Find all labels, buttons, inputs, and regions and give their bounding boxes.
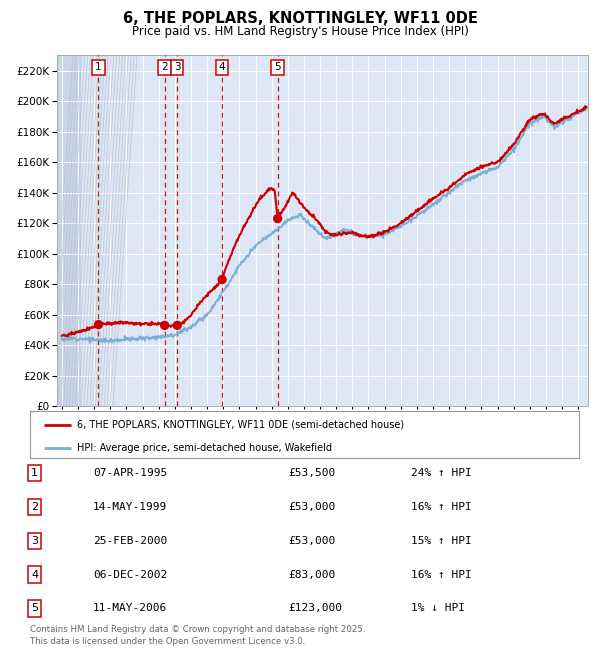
Text: 1% ↓ HPI: 1% ↓ HPI	[411, 603, 465, 614]
Point	[160, 320, 169, 331]
Text: 11-MAY-2006: 11-MAY-2006	[93, 603, 167, 614]
Text: Price paid vs. HM Land Registry's House Price Index (HPI): Price paid vs. HM Land Registry's House …	[131, 25, 469, 38]
Point	[273, 213, 283, 224]
Text: 4: 4	[31, 569, 38, 580]
Text: 2: 2	[161, 62, 168, 72]
Text: 3: 3	[31, 536, 38, 546]
Text: 07-APR-1995: 07-APR-1995	[93, 468, 167, 478]
Text: £123,000: £123,000	[288, 603, 342, 614]
Text: 14-MAY-1999: 14-MAY-1999	[93, 502, 167, 512]
Text: 16% ↑ HPI: 16% ↑ HPI	[411, 502, 472, 512]
Text: 2: 2	[31, 502, 38, 512]
Text: 4: 4	[219, 62, 226, 72]
Text: 15% ↑ HPI: 15% ↑ HPI	[411, 536, 472, 546]
Text: 06-DEC-2002: 06-DEC-2002	[93, 569, 167, 580]
Point	[94, 319, 103, 330]
Text: 3: 3	[174, 62, 181, 72]
Text: 1: 1	[95, 62, 102, 72]
Text: 1: 1	[31, 468, 38, 478]
Text: 25-FEB-2000: 25-FEB-2000	[93, 536, 167, 546]
Text: HPI: Average price, semi-detached house, Wakefield: HPI: Average price, semi-detached house,…	[77, 443, 332, 453]
Text: £53,000: £53,000	[288, 536, 335, 546]
Text: £53,000: £53,000	[288, 502, 335, 512]
Point	[172, 320, 182, 331]
Text: 24% ↑ HPI: 24% ↑ HPI	[411, 468, 472, 478]
Text: 6, THE POPLARS, KNOTTINGLEY, WF11 0DE: 6, THE POPLARS, KNOTTINGLEY, WF11 0DE	[122, 10, 478, 26]
Point	[217, 274, 227, 285]
Text: 5: 5	[274, 62, 281, 72]
Text: 5: 5	[31, 603, 38, 614]
Text: Contains HM Land Registry data © Crown copyright and database right 2025.
This d: Contains HM Land Registry data © Crown c…	[30, 625, 365, 647]
Text: £83,000: £83,000	[288, 569, 335, 580]
Text: 16% ↑ HPI: 16% ↑ HPI	[411, 569, 472, 580]
Text: 6, THE POPLARS, KNOTTINGLEY, WF11 0DE (semi-detached house): 6, THE POPLARS, KNOTTINGLEY, WF11 0DE (s…	[77, 419, 404, 430]
Text: £53,500: £53,500	[288, 468, 335, 478]
